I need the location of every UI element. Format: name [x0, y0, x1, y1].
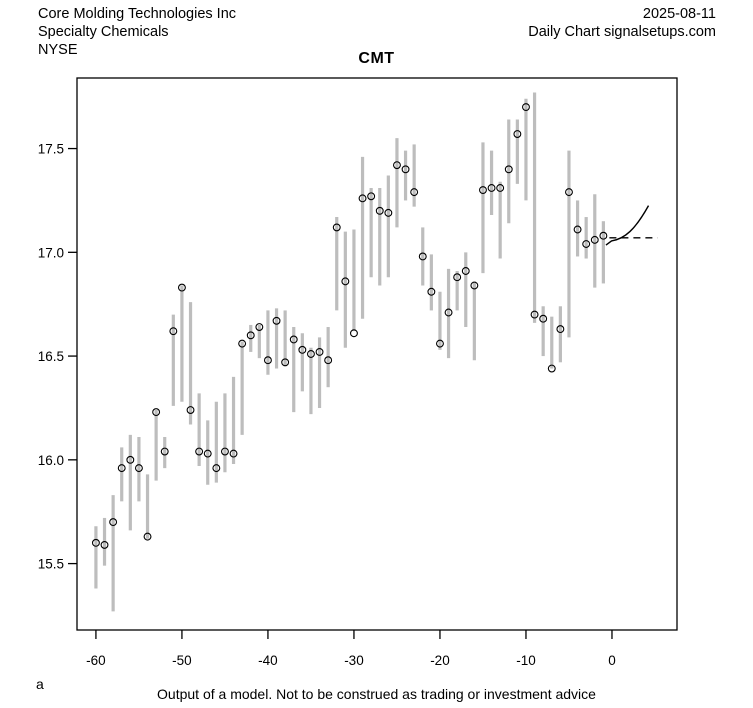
close-marker [427, 287, 436, 296]
disclaimer-note: Output of a model. Not to be construed a… [157, 686, 596, 702]
company-name: Core Molding Technologies Inc [38, 6, 237, 22]
close-marker [212, 464, 221, 473]
close-marker [263, 356, 272, 365]
close-marker [306, 350, 315, 358]
close-marker [367, 192, 376, 201]
close-marker [547, 364, 556, 373]
close-marker [410, 188, 419, 197]
close-marker [453, 273, 462, 282]
chart-title: CMT [358, 50, 395, 67]
close-marker [590, 235, 599, 244]
close-marker [496, 184, 505, 192]
header-left: Core Molding Technologies Inc Specialty … [38, 5, 236, 59]
x-tick-label: -60 [86, 653, 106, 668]
close-marker [289, 335, 298, 344]
header-right: 2025-08-11 Daily Chart signalsetups.com [528, 5, 716, 41]
close-marker [341, 277, 350, 286]
close-marker [126, 455, 135, 464]
close-marker [393, 161, 401, 170]
close-marker [375, 206, 384, 215]
close-marker [109, 518, 118, 527]
x-tick-label: -20 [430, 653, 450, 668]
y-tick-label: 17.0 [38, 245, 64, 260]
close-marker [152, 408, 161, 417]
close-marker [298, 345, 307, 354]
close-marker [513, 130, 522, 138]
chart-type-source: Daily Chart signalsetups.com [528, 24, 716, 40]
close-marker [461, 267, 470, 275]
y-tick-label: 15.5 [38, 557, 64, 572]
corner-label: a [36, 676, 44, 692]
close-marker [573, 225, 582, 234]
close-marker [479, 186, 487, 195]
close-marker [177, 283, 186, 292]
close-marker [160, 447, 169, 456]
close-marker [522, 103, 530, 112]
close-marker [436, 339, 444, 348]
close-marker [582, 240, 591, 248]
close-marker [246, 331, 255, 340]
close-marker [229, 449, 238, 458]
close-marker [169, 327, 178, 336]
y-tick-label: 16.5 [38, 349, 64, 364]
projection-solid-line [605, 205, 650, 246]
close-marker [384, 208, 393, 217]
industry-name: Specialty Chemicals [38, 24, 169, 40]
close-marker [599, 231, 608, 240]
close-marker [143, 532, 152, 541]
close-marker [401, 165, 410, 174]
close-marker [238, 339, 247, 348]
close-marker [195, 447, 204, 456]
close-marker [565, 188, 573, 197]
plot-border [76, 77, 678, 631]
close-marker [272, 316, 281, 325]
close-marker [556, 325, 565, 334]
close-marker [281, 358, 290, 367]
close-marker [418, 252, 427, 261]
close-marker [358, 194, 367, 203]
close-marker [100, 540, 109, 549]
x-tick-label: -30 [344, 653, 364, 668]
close-marker [91, 538, 100, 547]
close-marker [203, 449, 212, 458]
close-marker [220, 447, 229, 456]
close-marker [487, 184, 496, 192]
exchange-name: NYSE [38, 42, 78, 58]
close-marker [186, 406, 195, 414]
close-marker [134, 464, 143, 473]
close-marker [470, 281, 479, 290]
close-marker [530, 310, 539, 319]
close-marker [539, 314, 548, 323]
x-tick-label: -40 [258, 653, 278, 668]
close-marker [255, 323, 264, 331]
y-tick-label: 17.5 [38, 142, 64, 157]
close-marker [324, 356, 333, 365]
x-tick-label: -10 [516, 653, 536, 668]
close-marker [504, 165, 513, 174]
close-marker [332, 223, 341, 232]
x-tick-label: -50 [172, 653, 192, 668]
close-marker [444, 308, 453, 317]
chart-date: 2025-08-11 [642, 6, 716, 22]
close-marker [315, 347, 324, 356]
x-tick-label: 0 [608, 653, 616, 668]
close-marker [349, 329, 358, 338]
close-marker [117, 464, 126, 473]
y-tick-label: 16.0 [38, 453, 64, 468]
